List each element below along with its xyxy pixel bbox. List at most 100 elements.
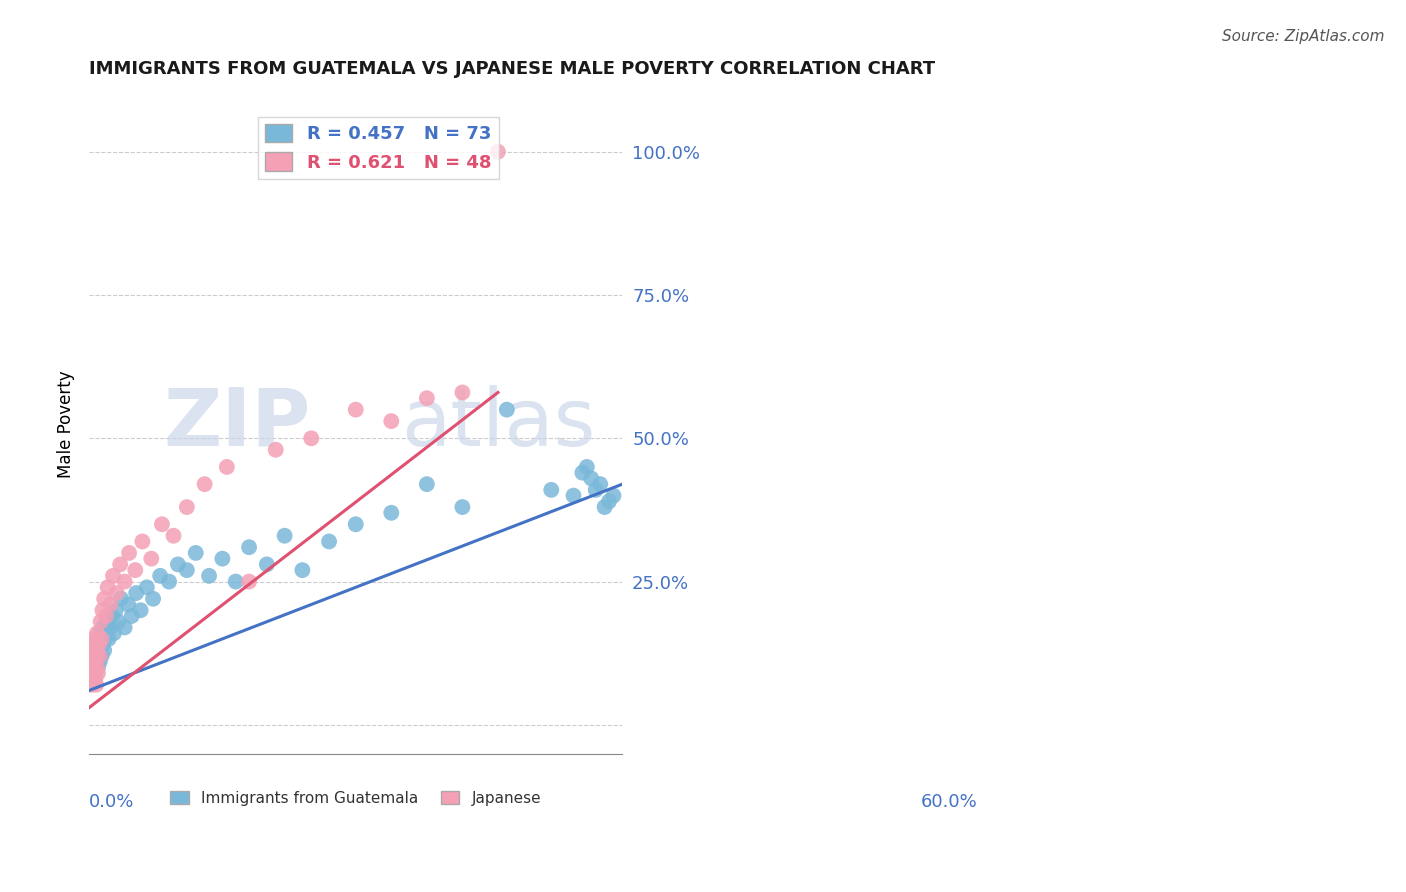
Point xyxy=(83,666,105,681)
Point xyxy=(96,615,118,629)
Point xyxy=(82,638,104,652)
Text: 0.0%: 0.0% xyxy=(89,793,135,811)
Point xyxy=(486,145,509,159)
Point xyxy=(89,649,111,664)
Point xyxy=(540,483,562,497)
Point xyxy=(129,603,152,617)
Point xyxy=(90,615,112,629)
Point xyxy=(86,643,108,657)
Point xyxy=(114,574,136,589)
Point xyxy=(86,626,108,640)
Point xyxy=(215,459,238,474)
Point xyxy=(87,666,110,681)
Point xyxy=(83,649,105,664)
Point xyxy=(593,500,616,514)
Point xyxy=(84,649,107,664)
Point xyxy=(416,391,439,405)
Point xyxy=(80,666,103,681)
Point xyxy=(97,580,120,594)
Point xyxy=(104,603,127,617)
Text: atlas: atlas xyxy=(401,385,595,463)
Point xyxy=(256,558,278,572)
Point xyxy=(149,569,172,583)
Point xyxy=(157,574,180,589)
Point xyxy=(79,660,101,674)
Point xyxy=(101,569,124,583)
Point xyxy=(80,655,103,669)
Point xyxy=(110,591,132,606)
Point xyxy=(176,500,198,514)
Point xyxy=(82,638,104,652)
Point xyxy=(80,655,103,669)
Point xyxy=(84,678,107,692)
Text: 60.0%: 60.0% xyxy=(921,793,979,811)
Point xyxy=(264,442,287,457)
Point xyxy=(176,563,198,577)
Point xyxy=(380,414,402,428)
Point xyxy=(80,678,103,692)
Point xyxy=(83,655,105,669)
Point xyxy=(80,643,103,657)
Point xyxy=(198,569,221,583)
Point xyxy=(93,643,115,657)
Point xyxy=(344,402,367,417)
Point xyxy=(83,672,105,686)
Point xyxy=(211,551,233,566)
Point xyxy=(82,666,104,681)
Point xyxy=(273,529,295,543)
Point xyxy=(90,649,112,664)
Point xyxy=(167,558,190,572)
Legend: Immigrants from Guatemala, Japanese: Immigrants from Guatemala, Japanese xyxy=(165,784,547,812)
Point xyxy=(82,672,104,686)
Point xyxy=(135,580,157,594)
Point xyxy=(100,620,122,634)
Point xyxy=(87,649,110,664)
Point xyxy=(291,563,314,577)
Point xyxy=(79,666,101,681)
Point xyxy=(141,551,163,566)
Point xyxy=(80,672,103,686)
Point xyxy=(131,534,153,549)
Point xyxy=(451,385,474,400)
Point xyxy=(416,477,439,491)
Point xyxy=(80,649,103,664)
Point xyxy=(125,586,148,600)
Point xyxy=(598,494,620,508)
Point xyxy=(86,660,108,674)
Point xyxy=(87,638,110,652)
Point xyxy=(238,540,260,554)
Point xyxy=(90,643,112,657)
Point xyxy=(100,598,122,612)
Point xyxy=(105,586,128,600)
Point xyxy=(80,643,103,657)
Text: ZIP: ZIP xyxy=(163,385,311,463)
Point xyxy=(83,649,105,664)
Point xyxy=(91,603,114,617)
Point xyxy=(89,655,111,669)
Point xyxy=(97,632,120,646)
Point xyxy=(87,632,110,646)
Point xyxy=(84,649,107,664)
Point xyxy=(380,506,402,520)
Point xyxy=(238,574,260,589)
Y-axis label: Male Poverty: Male Poverty xyxy=(58,370,75,478)
Point xyxy=(451,500,474,514)
Point xyxy=(571,466,593,480)
Point xyxy=(142,591,165,606)
Point xyxy=(589,477,612,491)
Point xyxy=(114,620,136,634)
Point xyxy=(87,660,110,674)
Point xyxy=(91,638,114,652)
Point xyxy=(562,489,585,503)
Point xyxy=(94,626,117,640)
Point xyxy=(87,638,110,652)
Point xyxy=(84,660,107,674)
Point xyxy=(585,483,607,497)
Point xyxy=(318,534,340,549)
Text: IMMIGRANTS FROM GUATEMALA VS JAPANESE MALE POVERTY CORRELATION CHART: IMMIGRANTS FROM GUATEMALA VS JAPANESE MA… xyxy=(89,60,935,78)
Point xyxy=(581,471,603,485)
Point xyxy=(89,626,111,640)
Point xyxy=(83,660,105,674)
Point xyxy=(84,672,107,686)
Point xyxy=(150,517,173,532)
